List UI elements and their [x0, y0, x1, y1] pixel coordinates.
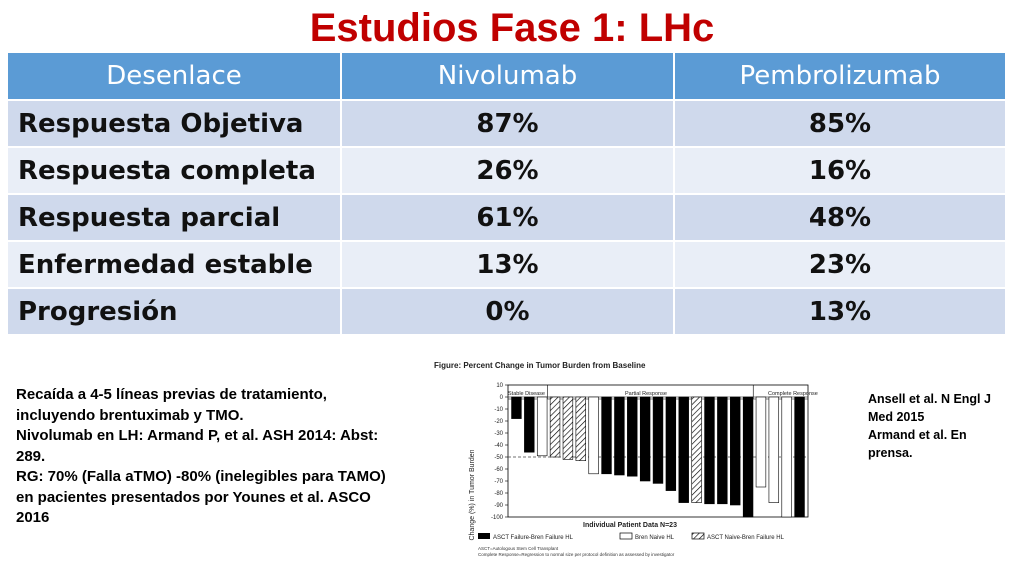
bar-patient-11	[639, 396, 651, 482]
bar-patient-18	[730, 396, 741, 506]
y-tick-label: 10	[496, 383, 503, 389]
slide-title: Estudios Fase 1: LHc	[309, 6, 715, 50]
bar-patient-14	[678, 396, 689, 503]
plot-frame	[507, 384, 809, 518]
row-label: Respuesta completa	[6, 146, 342, 195]
nivolumab-value: 13%	[340, 240, 675, 289]
pembrolizumab-value: 13%	[673, 287, 1007, 336]
bar-patient-1	[511, 396, 522, 419]
results-table: Desenlace Nivolumab Pembrolizumab Respue…	[6, 51, 1007, 336]
bar-patient-8	[601, 396, 612, 475]
row-label: Progresión	[6, 287, 342, 336]
note-line: Recaída a 4-5 líneas previas de tratamie…	[16, 386, 327, 424]
bar-patient-7	[588, 396, 599, 475]
bar-patient-19	[742, 396, 754, 518]
y-tick-label: 0	[500, 395, 504, 401]
y-tick-label: -70	[494, 479, 503, 485]
reference-line: Ansell et al. N Engl J Med 2015	[868, 392, 991, 424]
chart-title: Figure: Percent Change in Tumor Burden f…	[434, 361, 646, 370]
legend-swatch-black	[478, 533, 490, 539]
table-header-row: Desenlace Nivolumab Pembrolizumab	[6, 51, 1007, 101]
y-tick-label: -100	[491, 515, 504, 521]
legend-swatch-hatched	[691, 532, 705, 540]
bar-patient-17	[717, 396, 728, 505]
bar-patient-22	[781, 396, 792, 518]
table-row: Progresión 0% 13%	[6, 287, 1007, 336]
bar-patient-20	[755, 396, 767, 488]
pembrolizumab-value: 48%	[673, 193, 1007, 242]
bar-patient-13	[665, 396, 677, 491]
legend-label: Bren Naive HL	[635, 535, 675, 541]
table-row: Respuesta completa 26% 16%	[6, 146, 1007, 195]
y-tick-label: -20	[494, 419, 503, 425]
y-tick-label: -60	[494, 467, 503, 473]
column-header-pembrolizumab: Pembrolizumab	[673, 51, 1007, 101]
group-label-complete: Complete Response	[768, 391, 818, 397]
row-label: Enfermedad estable	[6, 240, 342, 289]
column-header-desenlace: Desenlace	[6, 51, 342, 101]
chart-legend: ASCT Failure-Bren Failure HL Bren Naive …	[478, 532, 785, 541]
column-header-nivolumab: Nivolumab	[340, 51, 675, 101]
table-row: Respuesta Objetiva 87% 85%	[6, 99, 1007, 148]
nivolumab-value: 0%	[340, 287, 675, 336]
legend-label: ASCT Failure-Bren Failure HL	[493, 535, 574, 541]
bar-patient-15	[691, 396, 702, 503]
bar-patient-10	[627, 396, 638, 477]
y-tick-label: -90	[494, 503, 503, 509]
y-tick-label: -50	[494, 455, 503, 461]
bar-patient-9	[614, 396, 625, 476]
bar-patient-3	[536, 396, 548, 457]
reference-line: Armand et al. En prensa.	[868, 428, 967, 460]
bar-patient-21	[768, 396, 780, 503]
note-line: RG: 70% (Falla aTMO) -80% (inelegibles p…	[16, 468, 386, 526]
row-label: Respuesta parcial	[6, 193, 342, 242]
bar-patient-2	[524, 396, 535, 453]
table-row: Enfermedad estable 13% 23%	[6, 240, 1007, 289]
bar-patient-12	[652, 396, 664, 484]
pembrolizumab-value: 85%	[673, 99, 1007, 148]
table-row: Respuesta parcial 61% 48%	[6, 193, 1007, 242]
bar-patient-6	[575, 396, 586, 461]
pembrolizumab-value: 16%	[673, 146, 1007, 195]
references: Ansell et al. N Engl J Med 2015 Armand e…	[868, 390, 1003, 462]
legend-swatch-white	[619, 532, 633, 540]
nivolumab-value: 61%	[340, 193, 675, 242]
legend-label: ASCT Naive-Bren Failure HL	[707, 535, 785, 541]
waterfall-chart: Figure: Percent Change in Tumor Burden f…	[434, 361, 818, 557]
note-line: Nivolumab en LH: Armand P, et al. ASH 20…	[16, 427, 379, 465]
waterfall-figure: Figure: Percent Change in Tumor Burden f…	[430, 355, 830, 570]
bar-patient-16	[704, 396, 715, 505]
footnote: Complete Response=Regression to normal s…	[478, 552, 675, 557]
nivolumab-value: 87%	[340, 99, 675, 148]
y-tick-label: -40	[494, 443, 503, 449]
y-tick-label: -30	[494, 431, 503, 437]
study-notes: Recaída a 4-5 líneas previas de tratamie…	[16, 385, 401, 529]
row-label: Respuesta Objetiva	[6, 99, 342, 148]
bar-patient-4	[549, 396, 561, 458]
group-label-stable: Stable Disease	[508, 391, 545, 397]
bar-patient-23	[794, 396, 805, 518]
y-tick-label: -10	[494, 407, 503, 413]
y-axis-label: Change (%) in Tumor Burden	[469, 449, 476, 540]
nivolumab-value: 26%	[340, 146, 675, 195]
group-label-partial: Partial Response	[625, 391, 667, 397]
pembrolizumab-value: 23%	[673, 240, 1007, 289]
x-axis-label: Individual Patient Data N=23	[583, 522, 677, 529]
footnote: ASCT=Autologous Stem Cell Transplant	[478, 546, 559, 551]
bar-patient-5	[562, 396, 574, 460]
y-tick-label: -80	[494, 491, 503, 497]
